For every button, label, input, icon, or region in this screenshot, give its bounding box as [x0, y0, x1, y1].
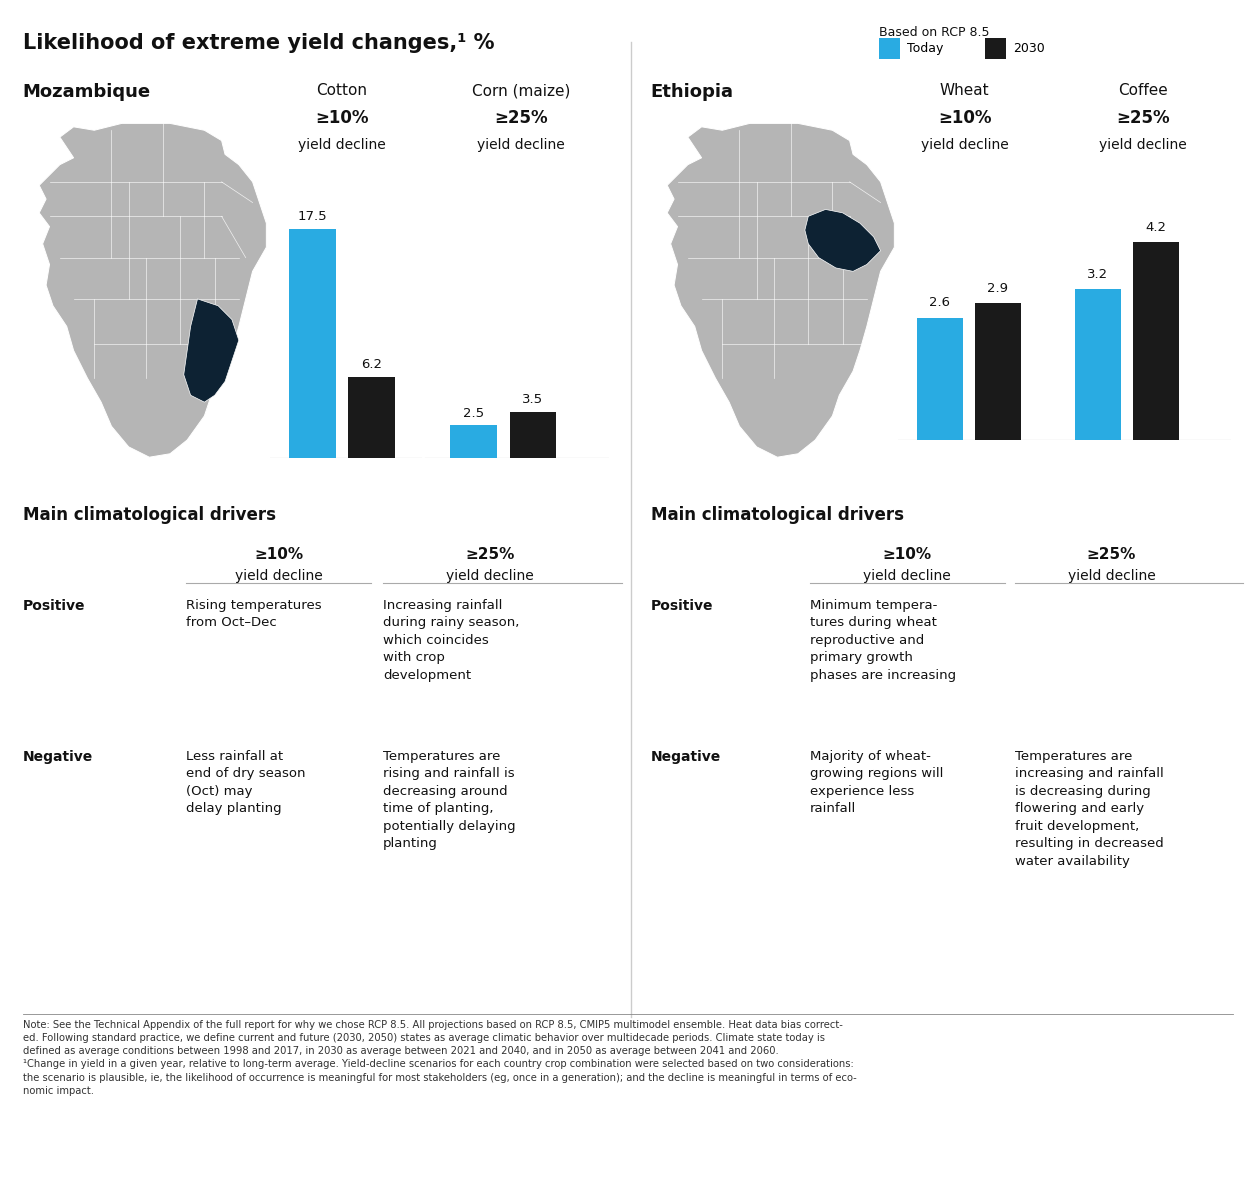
Bar	[975, 303, 1021, 440]
Text: Rising temperatures
from Oct–Dec: Rising temperatures from Oct–Dec	[186, 599, 322, 630]
Text: 2.9: 2.9	[987, 282, 1009, 295]
Polygon shape	[39, 124, 266, 457]
Text: 3.2: 3.2	[1088, 268, 1108, 281]
Text: ≥25%: ≥25%	[1086, 547, 1137, 563]
Text: Increasing rainfall
during rainy season,
which coincides
with crop
development: Increasing rainfall during rainy season,…	[383, 599, 520, 682]
Text: yield decline: yield decline	[298, 138, 386, 152]
Polygon shape	[183, 299, 239, 402]
Text: Negative: Negative	[651, 750, 721, 764]
Text: yield decline: yield decline	[477, 138, 565, 152]
Text: yield decline: yield decline	[1099, 138, 1187, 152]
Text: 6.2: 6.2	[362, 358, 382, 371]
Text: Less rainfall at
end of dry season
(Oct) may
delay planting: Less rainfall at end of dry season (Oct)…	[186, 750, 305, 815]
Text: ≥10%: ≥10%	[882, 547, 932, 563]
Text: Positive: Positive	[651, 599, 713, 613]
Bar	[1075, 289, 1120, 440]
Text: Note: See the Technical Appendix of the full report for why we chose RCP 8.5. Al: Note: See the Technical Appendix of the …	[23, 1020, 857, 1096]
Text: ≥25%: ≥25%	[495, 109, 548, 127]
Polygon shape	[667, 124, 894, 457]
Text: yield decline: yield decline	[235, 569, 323, 583]
Polygon shape	[805, 209, 880, 271]
Text: Temperatures are
rising and rainfall is
decreasing around
time of planting,
pote: Temperatures are rising and rainfall is …	[383, 750, 516, 850]
Bar	[289, 230, 335, 458]
Text: Main climatological drivers: Main climatological drivers	[651, 506, 903, 524]
Text: yield decline: yield decline	[1068, 569, 1156, 583]
Text: Minimum tempera-
tures during wheat
reproductive and
primary growth
phases are i: Minimum tempera- tures during wheat repr…	[810, 599, 956, 682]
Text: yield decline: yield decline	[863, 569, 951, 583]
Bar	[879, 38, 901, 60]
Bar	[917, 318, 962, 440]
Text: Majority of wheat-
growing regions will
experience less
rainfall: Majority of wheat- growing regions will …	[810, 750, 943, 815]
Text: Positive: Positive	[23, 599, 85, 613]
Text: ≥10%: ≥10%	[315, 109, 368, 127]
Text: ≥10%: ≥10%	[254, 547, 304, 563]
Text: Negative: Negative	[23, 750, 93, 764]
Text: Temperatures are
increasing and rainfall
is decreasing during
flowering and earl: Temperatures are increasing and rainfall…	[1015, 750, 1163, 868]
Text: Today: Today	[907, 43, 943, 55]
Text: Cotton: Cotton	[317, 83, 367, 99]
Text: ≥25%: ≥25%	[1117, 109, 1169, 127]
Text: 4.2: 4.2	[1145, 221, 1167, 234]
Text: 2.6: 2.6	[929, 296, 950, 309]
Text: yield decline: yield decline	[446, 569, 534, 583]
Text: 17.5: 17.5	[298, 211, 328, 224]
Bar	[985, 38, 1006, 60]
Bar	[348, 377, 396, 458]
Text: Main climatological drivers: Main climatological drivers	[23, 506, 275, 524]
Text: yield decline: yield decline	[921, 138, 1009, 152]
Text: ≥10%: ≥10%	[938, 109, 991, 127]
Text: Ethiopia: Ethiopia	[651, 83, 734, 101]
Bar	[510, 413, 556, 458]
Text: Corn (maize): Corn (maize)	[472, 83, 570, 99]
Text: 2030: 2030	[1012, 43, 1045, 55]
Bar	[450, 426, 497, 458]
Text: ≥25%: ≥25%	[465, 547, 515, 563]
Text: Likelihood of extreme yield changes,¹ %: Likelihood of extreme yield changes,¹ %	[23, 33, 494, 54]
Text: Wheat: Wheat	[939, 83, 990, 99]
Bar	[1133, 242, 1179, 440]
Text: Based on RCP 8.5: Based on RCP 8.5	[879, 26, 990, 39]
Text: 3.5: 3.5	[522, 394, 544, 407]
Text: 2.5: 2.5	[463, 407, 484, 420]
Text: Mozambique: Mozambique	[23, 83, 151, 101]
Text: Coffee: Coffee	[1118, 83, 1168, 99]
